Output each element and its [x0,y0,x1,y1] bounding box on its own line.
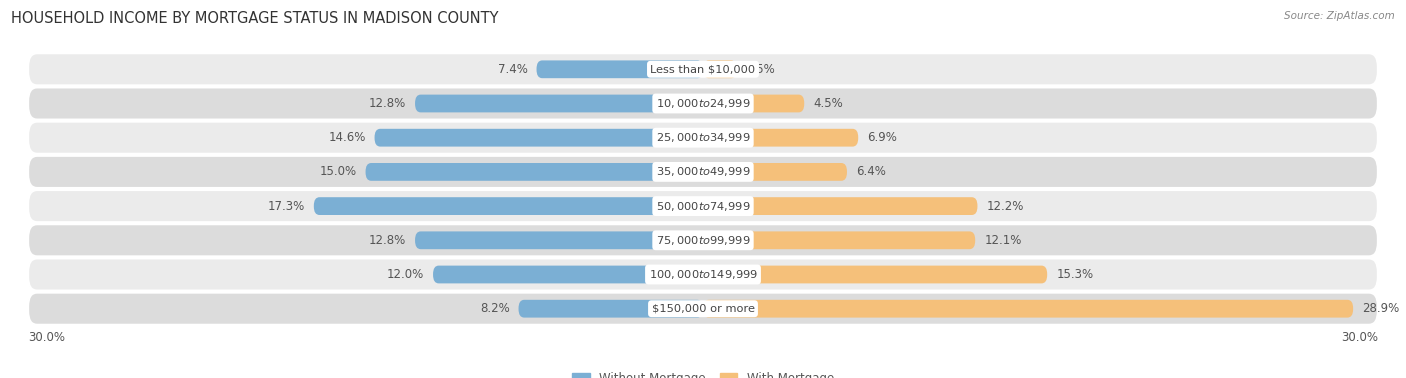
FancyBboxPatch shape [703,60,737,78]
Text: 12.1%: 12.1% [984,234,1022,247]
FancyBboxPatch shape [519,300,703,318]
Text: 12.0%: 12.0% [387,268,425,281]
Text: 12.2%: 12.2% [987,200,1024,212]
FancyBboxPatch shape [28,156,1378,188]
Text: 30.0%: 30.0% [28,331,65,344]
Text: 15.0%: 15.0% [319,166,357,178]
Text: $35,000 to $49,999: $35,000 to $49,999 [655,166,751,178]
Text: 28.9%: 28.9% [1362,302,1399,315]
FancyBboxPatch shape [28,190,1378,222]
FancyBboxPatch shape [314,197,703,215]
Text: 12.8%: 12.8% [368,97,406,110]
FancyBboxPatch shape [415,231,703,249]
FancyBboxPatch shape [366,163,703,181]
Text: Source: ZipAtlas.com: Source: ZipAtlas.com [1284,11,1395,21]
Text: 14.6%: 14.6% [328,131,366,144]
Text: 1.5%: 1.5% [745,63,776,76]
Text: 17.3%: 17.3% [267,200,305,212]
FancyBboxPatch shape [28,224,1378,256]
FancyBboxPatch shape [703,231,976,249]
FancyBboxPatch shape [28,87,1378,119]
FancyBboxPatch shape [28,122,1378,154]
FancyBboxPatch shape [703,300,1353,318]
Text: $100,000 to $149,999: $100,000 to $149,999 [648,268,758,281]
Text: $10,000 to $24,999: $10,000 to $24,999 [655,97,751,110]
Text: 8.2%: 8.2% [479,302,509,315]
Legend: Without Mortgage, With Mortgage: Without Mortgage, With Mortgage [567,367,839,378]
Text: $25,000 to $34,999: $25,000 to $34,999 [655,131,751,144]
FancyBboxPatch shape [28,293,1378,325]
Text: 30.0%: 30.0% [1341,331,1378,344]
FancyBboxPatch shape [703,129,858,147]
Text: Less than $10,000: Less than $10,000 [651,64,755,74]
Text: 6.9%: 6.9% [868,131,897,144]
Text: $150,000 or more: $150,000 or more [651,304,755,314]
Text: 15.3%: 15.3% [1056,268,1094,281]
FancyBboxPatch shape [703,197,977,215]
Text: $75,000 to $99,999: $75,000 to $99,999 [655,234,751,247]
FancyBboxPatch shape [703,163,846,181]
FancyBboxPatch shape [433,266,703,284]
FancyBboxPatch shape [537,60,703,78]
FancyBboxPatch shape [703,266,1047,284]
FancyBboxPatch shape [28,259,1378,291]
Text: 7.4%: 7.4% [498,63,527,76]
FancyBboxPatch shape [415,94,703,112]
FancyBboxPatch shape [374,129,703,147]
FancyBboxPatch shape [703,94,804,112]
Text: 4.5%: 4.5% [813,97,844,110]
Text: 6.4%: 6.4% [856,166,886,178]
Text: $50,000 to $74,999: $50,000 to $74,999 [655,200,751,212]
FancyBboxPatch shape [28,53,1378,85]
Text: 12.8%: 12.8% [368,234,406,247]
Text: HOUSEHOLD INCOME BY MORTGAGE STATUS IN MADISON COUNTY: HOUSEHOLD INCOME BY MORTGAGE STATUS IN M… [11,11,499,26]
